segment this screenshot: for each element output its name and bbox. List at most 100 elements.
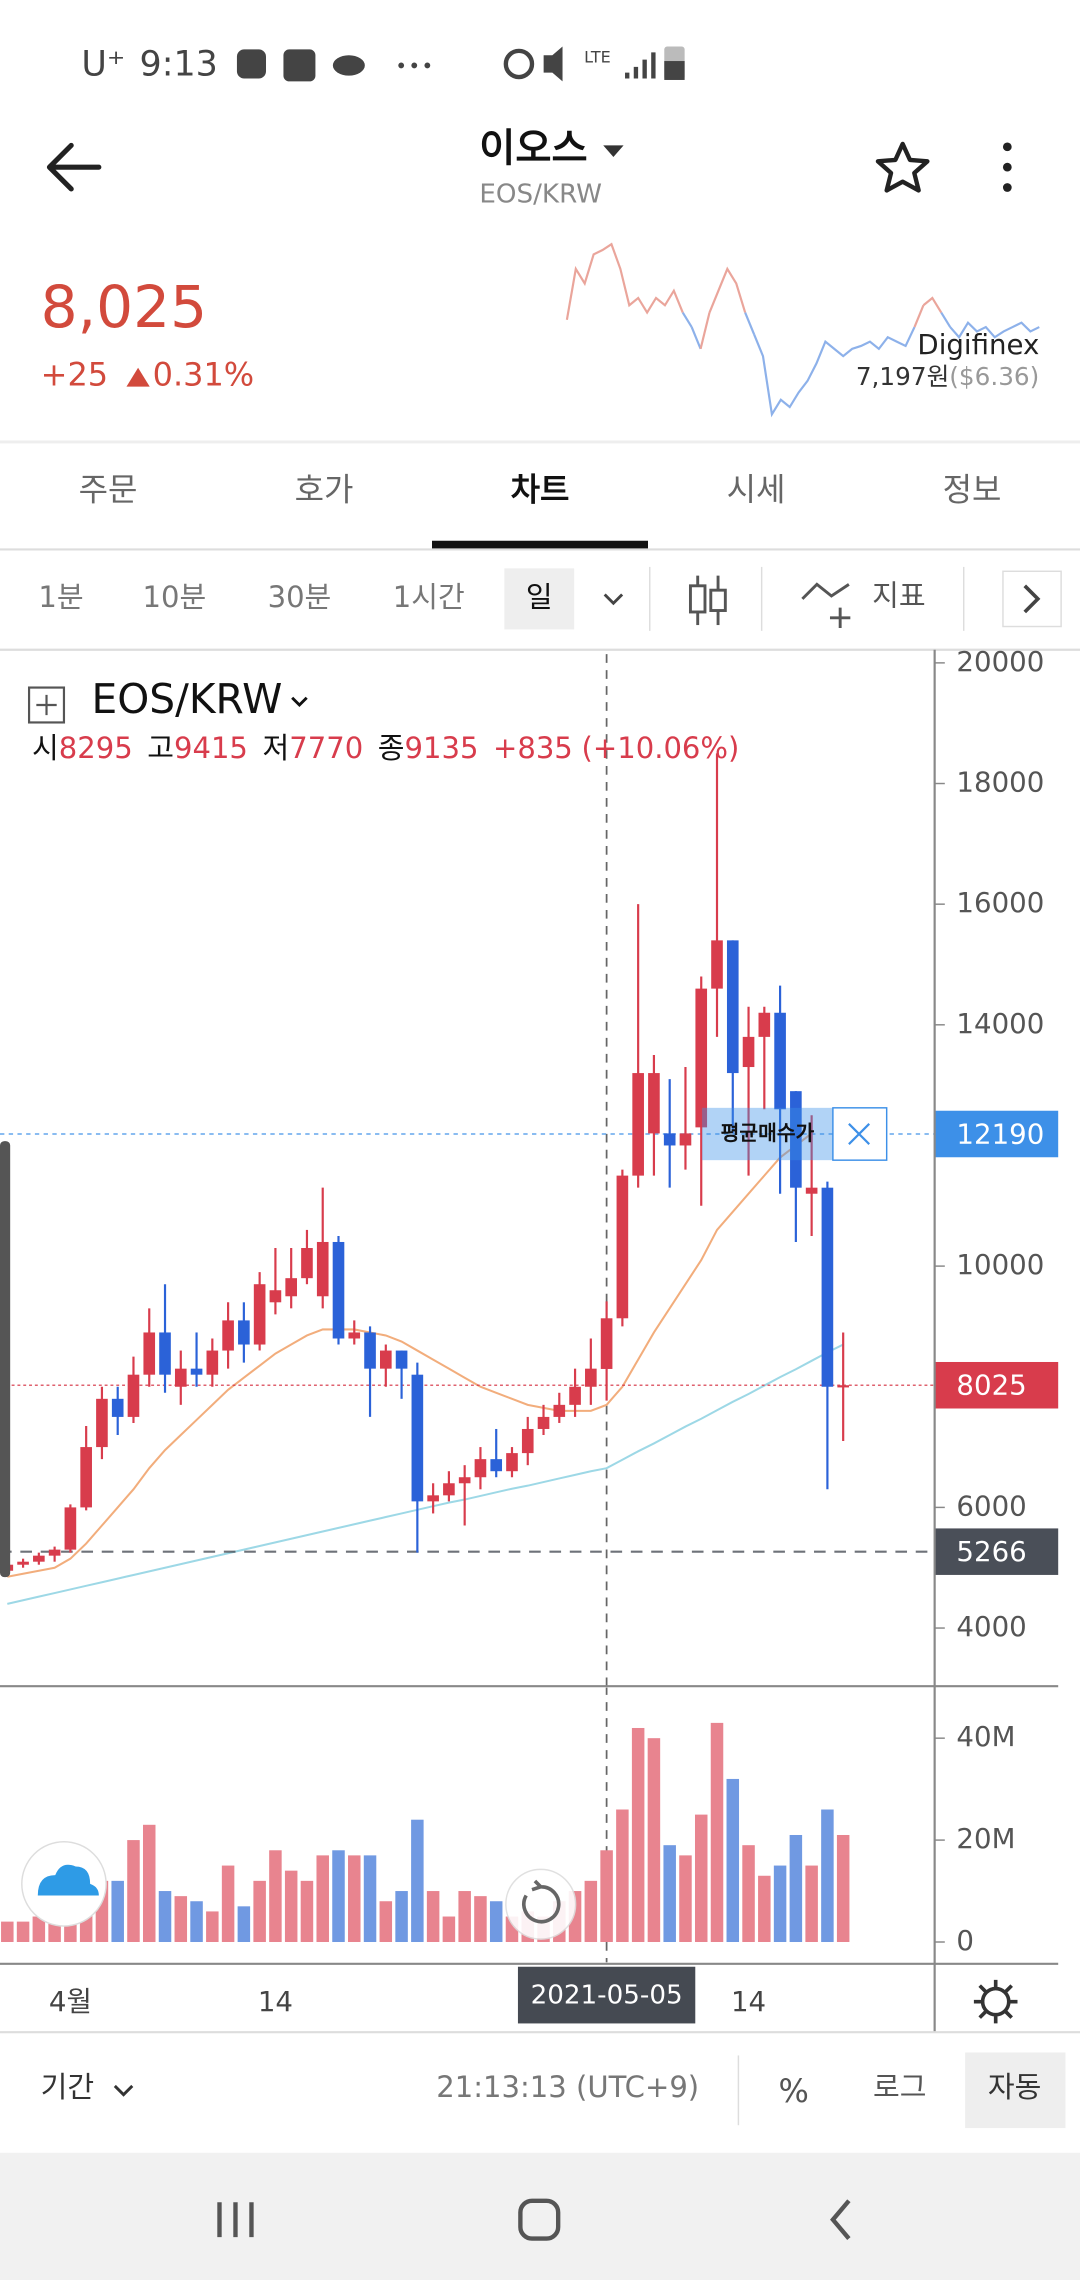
indicator-label[interactable]: 지표 [872, 578, 925, 612]
interval-option[interactable]: 1분 [38, 580, 83, 614]
interval-option[interactable]: 1시간 [393, 580, 465, 614]
candle-body [537, 1416, 550, 1429]
moving-average-line [7, 1343, 844, 1605]
candle-body [600, 1318, 613, 1369]
clock-time: 21:13:13 (UTC+9) [436, 2070, 699, 2104]
app-icon [236, 49, 267, 79]
candle-body [348, 1332, 361, 1339]
add-chart-button[interactable] [27, 686, 66, 724]
active-tab-indicator [432, 540, 648, 550]
candle-body [758, 1012, 771, 1037]
candle-body [332, 1241, 345, 1339]
interval-dropdown[interactable] [603, 593, 624, 606]
home-button[interactable] [518, 2198, 561, 2241]
back-nav-button[interactable] [830, 2199, 851, 2240]
candle-body [80, 1447, 92, 1508]
candle-body [679, 1133, 692, 1146]
ohlc-change-pct: (+10.06%) [582, 731, 740, 765]
auto-button-bg[interactable] [965, 2052, 1066, 2129]
mute-icon [543, 46, 563, 82]
recents-button[interactable] [217, 2202, 254, 2238]
tab[interactable]: 호가 [295, 470, 354, 508]
volume-bar [758, 1875, 771, 1943]
candle-body [821, 1187, 834, 1387]
volume-bar [32, 1916, 46, 1943]
app-icon [283, 49, 316, 82]
volume-tick-label: 0 [956, 1924, 974, 1957]
price-change: +25 [41, 355, 108, 393]
indicator-button[interactable]: 지표 [801, 578, 926, 628]
volume-bar [616, 1809, 629, 1943]
x-tick-label: 14 [258, 1985, 293, 2018]
candle-body [585, 1368, 597, 1387]
volume-bar [190, 1901, 203, 1943]
symbol-dropdown[interactable] [291, 696, 308, 708]
exchange-usd: ($6.36) [949, 362, 1039, 391]
volume-bar [679, 1855, 692, 1943]
period-button[interactable]: 기간 [41, 2070, 94, 2104]
log-button[interactable]: 로그 [873, 2070, 926, 2104]
price-change-pct: 0.31% [153, 355, 255, 393]
volume-bar [584, 1880, 598, 1943]
candle-body [143, 1332, 156, 1375]
candle-body [663, 1133, 676, 1146]
volume-bar [269, 1850, 282, 1943]
chart-type-button[interactable] [688, 575, 727, 626]
candle-body [553, 1404, 566, 1417]
reset-button[interactable] [505, 1868, 577, 1940]
side-handle[interactable] [0, 1141, 11, 1578]
candle-body [285, 1278, 297, 1297]
candle-body [474, 1459, 487, 1478]
candle-body [805, 1187, 818, 1194]
volume-bar [1, 1921, 14, 1943]
title-dropdown[interactable] [603, 145, 624, 157]
y-tick-label: 6000 [956, 1489, 1026, 1522]
sparkline-connector [699, 312, 711, 350]
volume-bar [458, 1891, 471, 1943]
candle-body [521, 1428, 534, 1454]
reference-label-bg [934, 1528, 1059, 1575]
favorite-button[interactable] [875, 141, 930, 193]
interval-bar: 1분 10분 30분 1시간 일 [38, 568, 624, 630]
ohlc-readout: 시8295 고9415 저7770 종9135 +835 (+10.06%) [32, 731, 739, 765]
candle-body [379, 1350, 392, 1369]
ohlc-value: 9415 [174, 731, 248, 765]
tab[interactable]: 정보 [943, 470, 1002, 508]
scroll-right-button[interactable] [1002, 570, 1062, 628]
volume-bar [158, 1891, 172, 1943]
interval-option[interactable]: 일 [526, 580, 553, 614]
tab[interactable]: 주문 [79, 470, 138, 508]
dot [1002, 142, 1012, 152]
auto-button[interactable]: 자동 [988, 2070, 1041, 2104]
reset-icon [522, 1879, 561, 1924]
annotation: 평균매수가 [721, 1121, 815, 1145]
candle-body [443, 1483, 455, 1496]
chart-symbol[interactable]: EOS/KRW [92, 675, 283, 723]
dot [398, 62, 405, 69]
volume-tick-label: 40M [956, 1720, 1015, 1753]
tab[interactable]: 차트 [511, 470, 570, 508]
volume-bar [174, 1896, 188, 1943]
sparkline-line [690, 326, 702, 350]
percent-button[interactable]: % [778, 2072, 808, 2110]
candle-body [96, 1398, 108, 1448]
settings-button[interactable] [980, 1986, 1011, 2017]
sparkline-connector [681, 311, 693, 328]
interval-option[interactable]: 30분 [268, 580, 332, 614]
exchange-krw: 7,197원 [856, 362, 949, 391]
interval-option[interactable]: 10분 [143, 580, 207, 614]
dot [424, 62, 431, 69]
icon-stroke [709, 588, 727, 612]
up-arrow [126, 367, 150, 387]
more-button[interactable] [1002, 142, 1012, 192]
tab[interactable]: 시세 [727, 470, 786, 508]
candle-body [837, 1385, 849, 1388]
coin-title[interactable]: 이오스 [479, 127, 587, 172]
volume-bar [426, 1891, 440, 1943]
candle-body [222, 1320, 234, 1351]
active-interval-bg [504, 568, 575, 630]
crosshair-label-bg [517, 1966, 696, 2024]
volume-bar [206, 1911, 219, 1943]
y-tick-label: 20000 [956, 645, 1044, 678]
back-button[interactable] [46, 142, 102, 192]
